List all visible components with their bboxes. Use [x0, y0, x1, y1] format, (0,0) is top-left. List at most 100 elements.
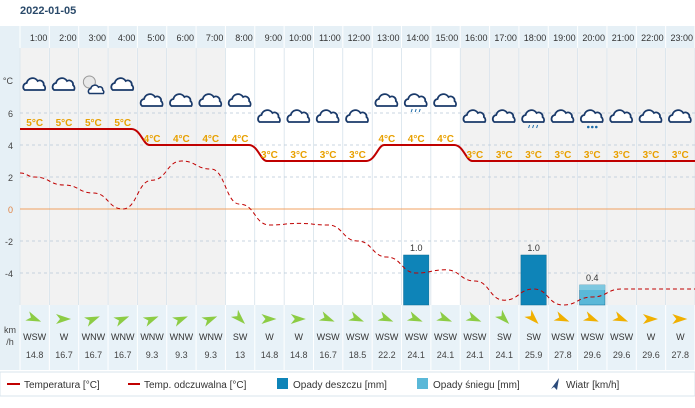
rain-cloud-icon: [403, 93, 428, 107]
legend-box: [0, 371, 695, 397]
y-tick-label: 6: [8, 109, 13, 119]
temperature-label: 4°C: [408, 134, 425, 145]
wind-direction-label: SW: [526, 332, 541, 342]
hour-column-bg: [460, 48, 490, 305]
wind-arrow-icon: [261, 314, 277, 324]
hour-column-bg: [577, 48, 607, 305]
hour-label: 10:00: [289, 33, 312, 43]
temperature-label: 3°C: [290, 150, 307, 161]
wind-speed-label: 27.8: [554, 350, 572, 360]
wind-speed-label: 24.1: [437, 350, 455, 360]
y-tick-label: -2: [5, 237, 13, 247]
y-tick-label: 4: [8, 141, 13, 151]
hour-column-bg: [166, 48, 197, 305]
wind-speed-label: 24.1: [495, 350, 513, 360]
raindrop-mark: [532, 124, 535, 129]
hour-label: 14:00: [406, 33, 429, 43]
hour-label: 17:00: [494, 33, 517, 43]
wind-arrow-icon: [348, 311, 364, 322]
moon-icon: [82, 75, 96, 89]
wind-arrow-icon: [56, 314, 72, 324]
legend-snow-swatch: [417, 378, 428, 389]
cloud-icon: [638, 109, 663, 123]
cloud-icon: [668, 109, 692, 123]
wind-arrow-icon: [84, 316, 100, 327]
legend-wind-arrow-icon: [551, 378, 559, 390]
hour-label: 2:00: [59, 33, 77, 43]
raindrop-mark: [418, 108, 421, 113]
hour-label: 16:00: [465, 33, 488, 43]
hour-column-bg: [665, 48, 695, 305]
wind-arrow-icon: [25, 311, 42, 322]
hour-label: 11:00: [319, 33, 341, 43]
legend-temperature-label: Temperatura [°C]: [24, 380, 100, 391]
y-unit-label: °C: [3, 76, 14, 86]
wind-arrow-icon: [524, 309, 539, 324]
temperature-label: 3°C: [261, 150, 278, 161]
y-axis-panel: [0, 26, 20, 370]
hour-column-bg: [372, 48, 402, 305]
wind-speed-label: 9.3: [146, 350, 159, 360]
wind-arrow-icon: [377, 311, 394, 322]
precipitation-bar: [520, 254, 547, 306]
wind-speed-label: 27.8: [672, 350, 690, 360]
snowflake-mark: [586, 125, 590, 129]
cloud-icon: [257, 109, 281, 123]
wind-direction-label: WSW: [434, 332, 457, 342]
hour-column-bg: [548, 48, 578, 305]
wind-direction-label: WNW: [82, 332, 106, 342]
hour-label: 15:00: [436, 33, 459, 43]
temperature-label: 5°C: [114, 118, 131, 129]
wind-direction-label: WNW: [140, 332, 164, 342]
wind-arrow-icon: [406, 311, 423, 322]
hour-label: 4:00: [118, 33, 136, 43]
temperature-line: [20, 128, 695, 162]
wind-direction-label: W: [60, 332, 69, 342]
wind-direction-label: SW: [233, 332, 248, 342]
hour-label: 6:00: [177, 33, 195, 43]
feels-like-line: [19, 160, 695, 306]
hour-label: 3:00: [89, 33, 107, 43]
hour-column-bg: [225, 48, 255, 305]
legend-rain-label: Opady deszczu [mm]: [293, 380, 387, 391]
wind-speed-label: 29.6: [584, 350, 602, 360]
precipitation-value-label: 0.4: [586, 273, 599, 283]
temperature-label: 4°C: [437, 134, 454, 145]
cloud-icon: [139, 93, 164, 107]
wind-speed-label: 16.7: [114, 350, 132, 360]
wind-direction-label: WNW: [111, 332, 135, 342]
snowflake-mark: [594, 125, 598, 129]
wind-arrow-icon: [553, 311, 570, 322]
raindrop-mark: [536, 124, 539, 129]
wind-speed-label: 24.1: [407, 350, 425, 360]
hour-column-bg: [313, 48, 343, 305]
temperature-label: 3°C: [613, 150, 630, 161]
wind-speed-label: 22.2: [378, 350, 396, 360]
wind-unit-label: km: [4, 325, 16, 335]
wind-direction-label: WNW: [170, 332, 194, 342]
hour-label: 5:00: [147, 33, 165, 43]
hour-column-bg: [196, 48, 226, 305]
cloud-icon: [433, 93, 457, 107]
temperature-label: 3°C: [349, 150, 366, 161]
legend-wind-label: Wiatr [km/h]: [566, 380, 620, 391]
wind-arrow-icon: [612, 311, 629, 322]
wind-direction-label: WSW: [375, 332, 398, 342]
rain-cloud-icon: [521, 109, 545, 123]
wind-speed-label: 29.6: [613, 350, 631, 360]
y-tick-label: 0: [8, 205, 13, 215]
precipitation-value-label: 1.0: [527, 243, 540, 253]
precipitation-value-label: 1.0: [410, 243, 423, 253]
cloud-icon: [51, 77, 76, 91]
wind-speed-label: 9.3: [205, 350, 218, 360]
wind-speed-label: 24.1: [466, 350, 484, 360]
temperature-label: 3°C: [496, 150, 513, 161]
hour-column-bg: [606, 48, 637, 305]
snow-cloud-icon: [580, 109, 604, 123]
wind-arrow-icon: [201, 316, 218, 327]
temperature-label: 3°C: [466, 150, 483, 161]
wind-arrow-icon: [113, 316, 130, 327]
wind-speed-label: 16.7: [85, 350, 103, 360]
wind-arrow-icon: [230, 309, 246, 324]
